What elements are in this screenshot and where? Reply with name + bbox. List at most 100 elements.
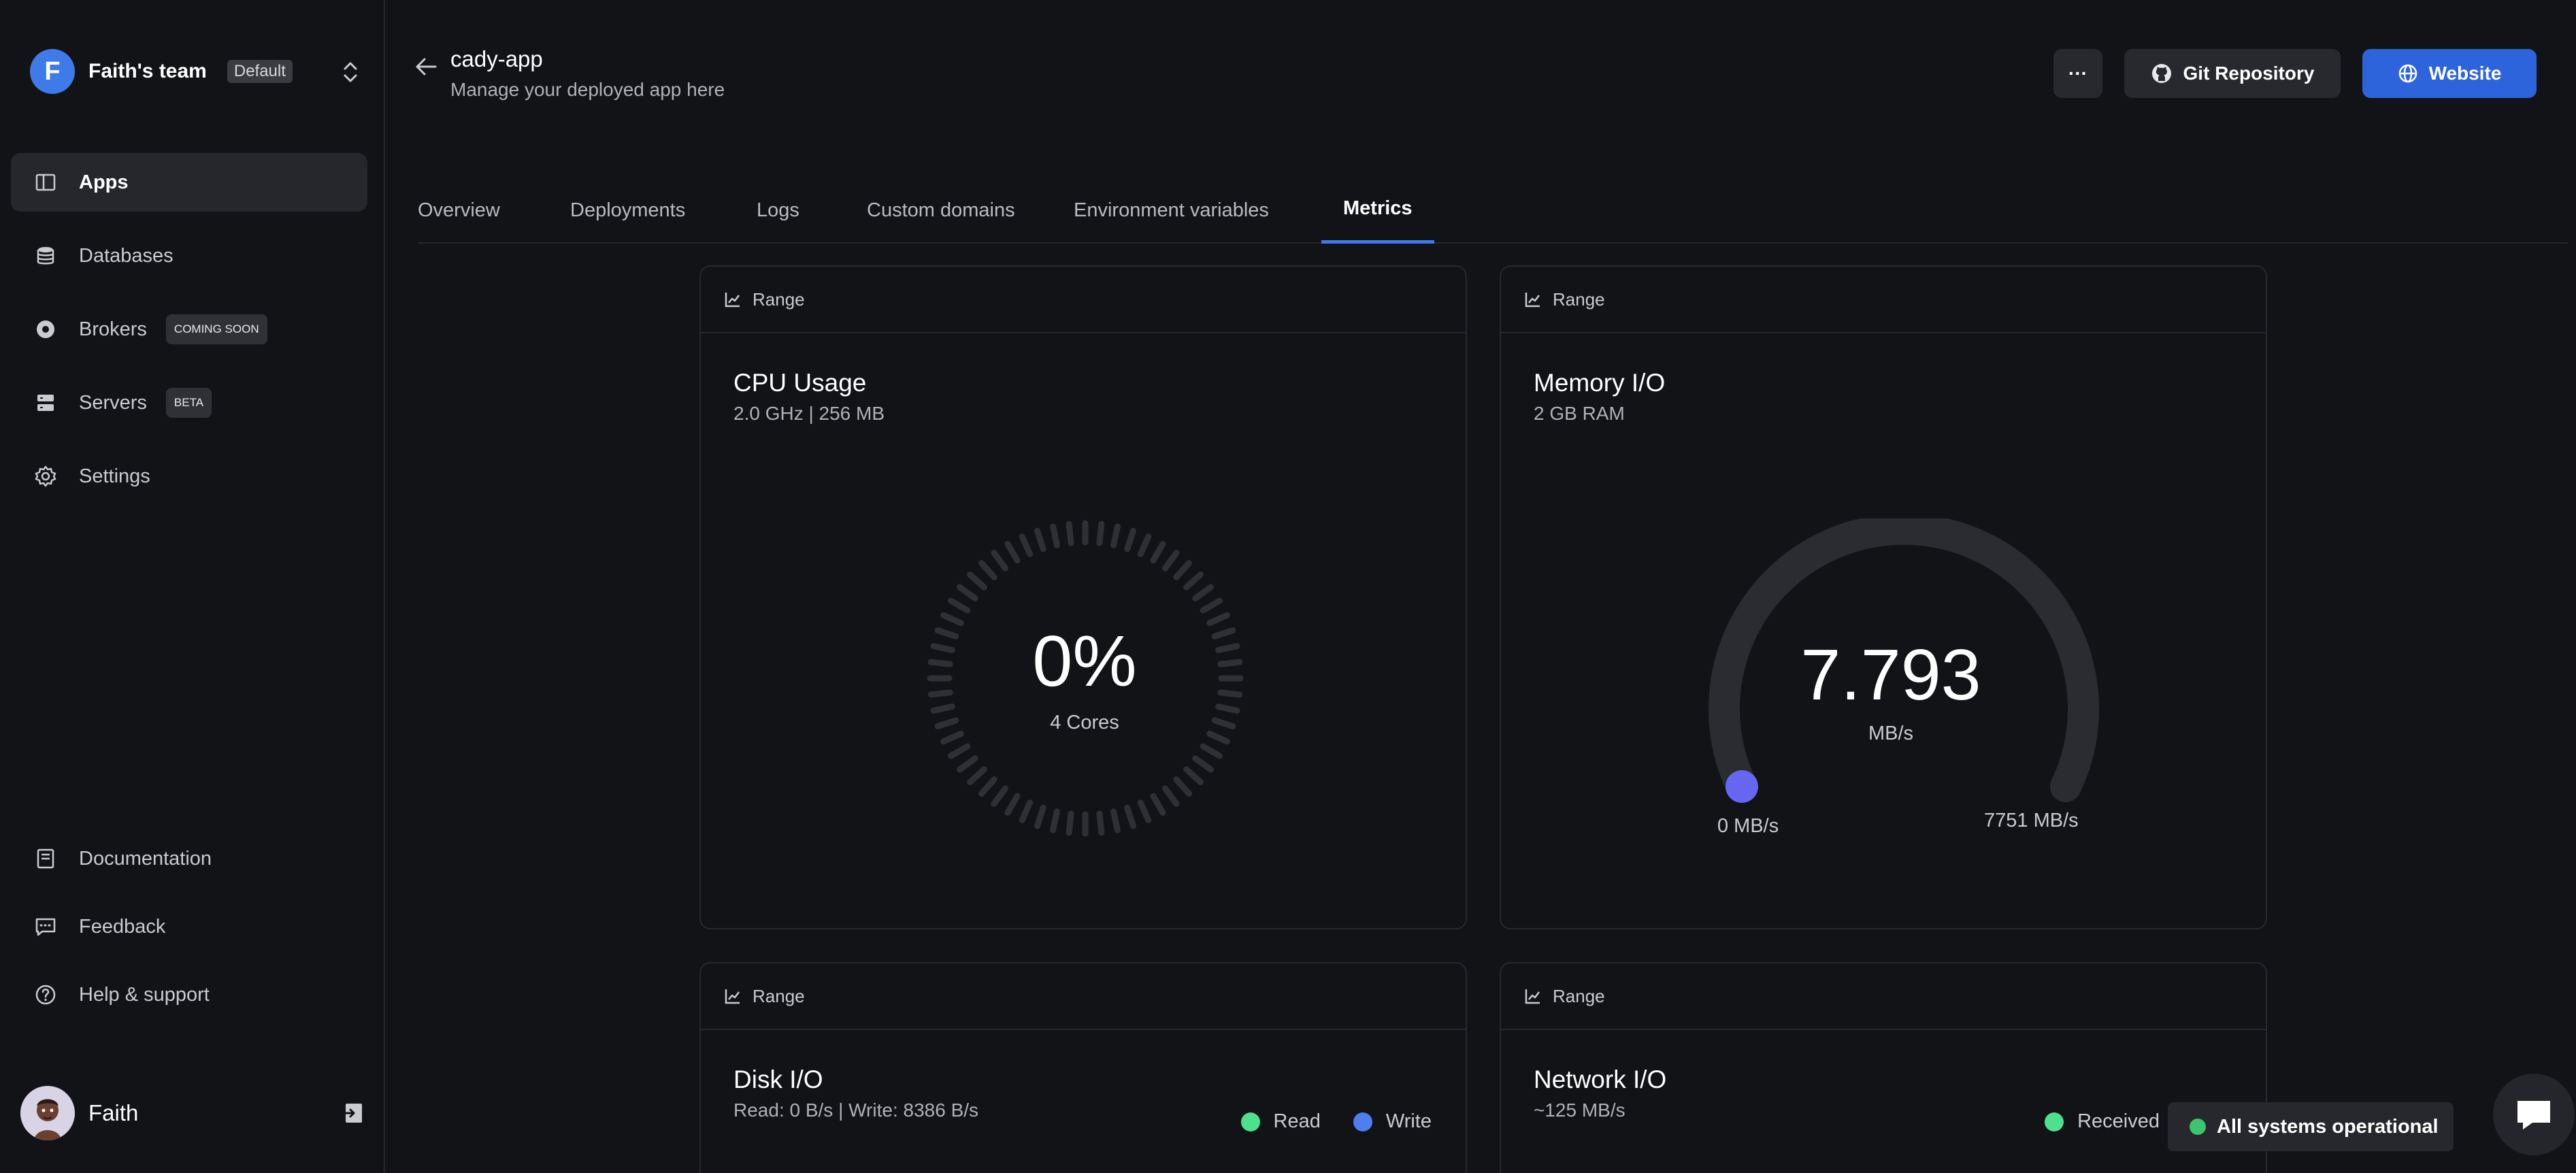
sidebar-item-label: Apps: [79, 171, 129, 193]
avatar: [20, 1086, 75, 1140]
website-label: Website: [2428, 63, 2502, 84]
range-label: Range: [1553, 288, 1605, 310]
gauge-tick: [978, 776, 997, 797]
card-title: Memory I/O: [1534, 369, 1666, 397]
tab-overview[interactable]: Overview: [418, 199, 500, 221]
team-switcher[interactable]: F Faith's team Default: [30, 49, 361, 94]
tab-logs[interactable]: Logs: [757, 199, 799, 221]
gauge-tick: [1162, 785, 1180, 807]
gauge-tick: [957, 584, 978, 601]
sidebar-item-documentation[interactable]: Documentation: [11, 834, 367, 883]
range-selector[interactable]: Range: [1501, 963, 2266, 1030]
globe-icon: [2398, 64, 2417, 83]
range-label: Range: [753, 985, 805, 1006]
gauge-tick: [1004, 541, 1021, 564]
sidebar-item-label: Feedback: [79, 915, 166, 938]
chart-line-icon: [1525, 293, 1540, 308]
range-selector[interactable]: Range: [1501, 267, 2266, 333]
tab-environment-variables[interactable]: Environment variables: [1074, 199, 1269, 221]
gauge-tick: [948, 743, 971, 759]
gauge-tick: [934, 717, 959, 729]
range-label: Range: [1553, 985, 1605, 1006]
gauge-tick: [927, 659, 953, 667]
gauge-tick: [991, 550, 1008, 572]
cpu-usage-value: 0%: [1032, 621, 1137, 701]
sidebar-item-label: Help & support: [79, 983, 210, 1006]
legend-read[interactable]: Read: [1240, 1110, 1321, 1133]
sidebar-item-help[interactable]: Help & support: [11, 970, 367, 1019]
gauge-tick: [934, 627, 959, 640]
legend-received[interactable]: Received: [2045, 1110, 2160, 1133]
legend-write[interactable]: Write: [1353, 1110, 1432, 1133]
range-selector[interactable]: Range: [701, 963, 1466, 1030]
gauge-tick: [1137, 799, 1152, 823]
user-profile[interactable]: Faith: [20, 1086, 365, 1140]
tab-deployments[interactable]: Deployments: [570, 199, 686, 221]
gauge-tick: [1124, 804, 1136, 829]
team-default-badge: Default: [227, 60, 293, 83]
system-status-badge[interactable]: All systems operational: [2168, 1102, 2454, 1151]
chat-icon: [34, 915, 57, 938]
gauge-tick: [1050, 523, 1060, 548]
sidebar-item-databases[interactable]: Databases: [11, 227, 367, 285]
gear-icon: [34, 465, 57, 488]
website-button[interactable]: Website: [2362, 49, 2537, 98]
gauge-tick: [1215, 643, 1240, 653]
sidebar-item-apps[interactable]: Apps: [11, 153, 367, 212]
logout-icon[interactable]: [340, 1101, 365, 1125]
gauge-tick: [1150, 541, 1166, 564]
sidebar-item-servers[interactable]: Servers BETA: [11, 374, 367, 432]
main-content: cady-app Manage your deployed app here ·…: [386, 0, 2576, 1173]
sidebar-item-label: Servers: [79, 391, 147, 414]
tab-metrics[interactable]: Metrics: [1321, 177, 1434, 244]
chart-line-icon: [1525, 989, 1540, 1004]
gauge-tick: [1200, 743, 1223, 759]
gauge-tick: [1211, 717, 1236, 729]
team-name: Faith's team: [88, 60, 207, 82]
chart-line-icon: [725, 989, 740, 1004]
secondary-nav: Documentation Feedback Help & support: [11, 834, 367, 1038]
team-avatar: F: [30, 49, 75, 94]
page-title: cady-app: [450, 46, 543, 71]
chart-legend: Read Write: [1208, 1110, 1432, 1133]
gauge-tick: [1137, 533, 1152, 557]
gauge-tick: [1034, 527, 1046, 552]
legend-label: Write: [1385, 1110, 1432, 1132]
gauge-tick: [940, 730, 964, 745]
git-repository-button[interactable]: Git Repository: [2124, 49, 2341, 98]
back-arrow-icon[interactable]: [412, 53, 440, 80]
gauge-tick: [1066, 521, 1074, 546]
range-selector[interactable]: Range: [701, 267, 1466, 333]
memory-value: 7.793: [1800, 635, 1981, 715]
github-icon: [2151, 64, 2171, 83]
gauge-tick: [957, 755, 978, 773]
tab-custom-domains[interactable]: Custom domains: [867, 199, 1015, 221]
card-subtitle: 2 GB RAM: [1534, 403, 1625, 424]
user-name: Faith: [88, 1100, 139, 1125]
chat-launcher-button[interactable]: [2493, 1074, 2575, 1155]
card-subtitle: Read: 0 B/s | Write: 8386 B/s: [733, 1100, 979, 1121]
gauge-tick: [1173, 776, 1193, 797]
gauge-tick: [948, 597, 971, 614]
gauge-tick: [1066, 810, 1074, 836]
cpu-usage-card: Range CPU Usage 2.0 GHz | 256 MB 0% 4 Co…: [699, 265, 1467, 929]
status-text: All systems operational: [2217, 1115, 2439, 1138]
received-dot-icon: [2045, 1112, 2064, 1131]
gauge-min-label: 0 MB/s: [1717, 815, 1779, 837]
sidebar-item-label: Databases: [79, 244, 174, 267]
beta-badge: BETA: [165, 388, 212, 418]
more-options-button[interactable]: ···: [2053, 49, 2102, 98]
card-title: CPU Usage: [733, 369, 867, 397]
sidebar-item-brokers[interactable]: Brokers COMING SOON: [11, 300, 367, 359]
sidebar-item-feedback[interactable]: Feedback: [11, 902, 367, 951]
card-subtitle: 2.0 GHz | 256 MB: [733, 403, 885, 424]
gauge-tick: [1096, 521, 1105, 546]
gauge-tick: [1004, 793, 1021, 816]
memory-gauge: [1708, 518, 2099, 803]
tab-bar: Overview Deployments Logs Custom domains…: [418, 177, 2568, 244]
memory-unit: MB/s: [1868, 723, 1914, 744]
sidebar-item-settings[interactable]: Settings: [11, 447, 367, 506]
gauge-tick: [1215, 704, 1240, 714]
chevron-up-down-icon[interactable]: [340, 59, 361, 86]
gauge-tick: [1124, 527, 1136, 552]
